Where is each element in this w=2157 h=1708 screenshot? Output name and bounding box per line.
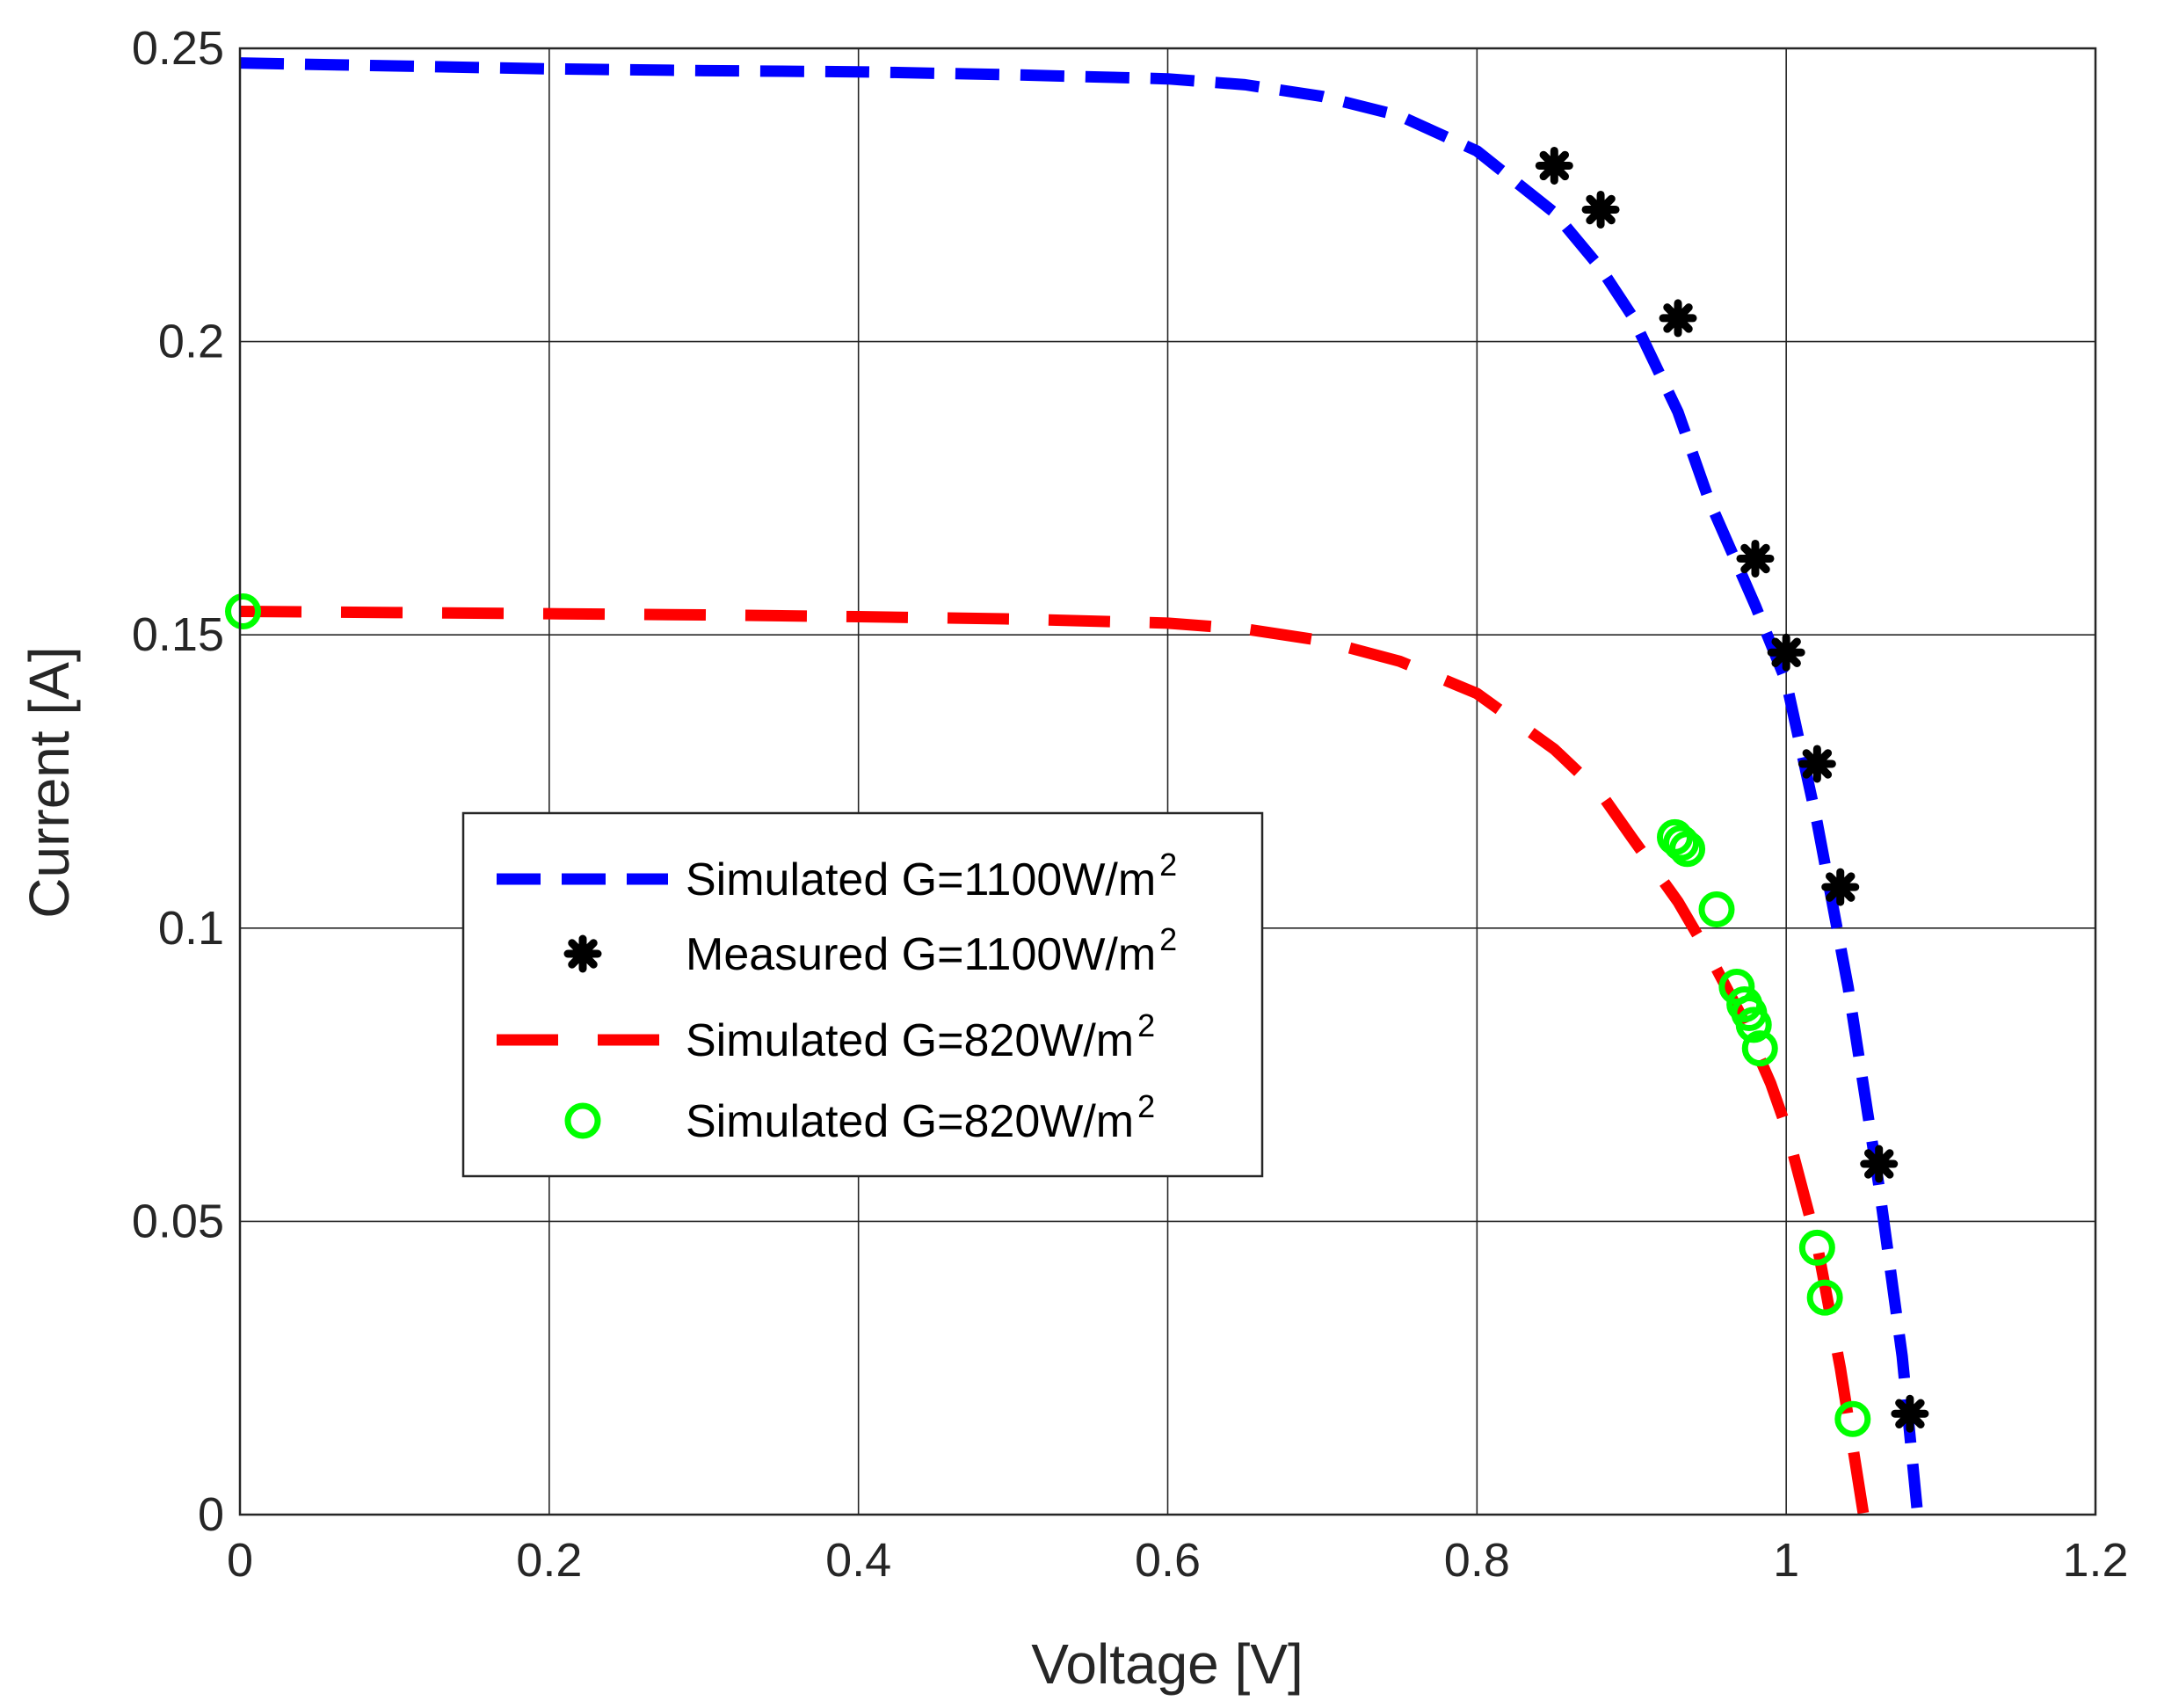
y-tick-label: 0.1 <box>158 902 224 955</box>
legend-label-superscript: 2 <box>1159 847 1177 883</box>
legend-swatch-3 <box>564 1102 601 1139</box>
legend-label-text: Simulated G=1100W/m <box>686 854 1156 905</box>
simulated-point <box>1798 1229 1835 1266</box>
measured-point <box>1767 633 1805 672</box>
legend-label-2: Simulated G=820W/m 2 <box>686 1007 1155 1066</box>
x-tick-label: 1.2 <box>2062 1534 2128 1587</box>
x-tick-label: 0.2 <box>516 1534 582 1587</box>
measured-point <box>1798 745 1836 783</box>
measured-point <box>1535 146 1573 185</box>
simulated-point <box>225 593 262 630</box>
simulated-point <box>1806 1279 1843 1316</box>
simulated-point <box>1698 890 1735 927</box>
simulated-point <box>1735 1007 1772 1043</box>
measured-point <box>1860 1145 1899 1183</box>
legend-swatch-1 <box>563 934 602 973</box>
series-line-2 <box>239 606 1870 1516</box>
y-tick-label: 0.15 <box>132 608 224 661</box>
data-series <box>225 57 1929 1516</box>
axis-ticks: 0 0.2 0.4 0.6 0.8 1 1.2 0 0.05 0.1 0.15 0.2 0.25 <box>132 22 2129 1587</box>
legend-label-0: Simulated G=1100W/m 2 <box>686 847 1177 905</box>
measured-point <box>1736 539 1775 578</box>
y-tick-label: 0.2 <box>158 316 224 368</box>
x-axis-label: Voltage [V] <box>1031 1632 1304 1696</box>
legend-label-superscript: 2 <box>1137 1007 1155 1043</box>
legend-label-3: Simulated G=820W/m 2 <box>686 1088 1155 1147</box>
measured-point <box>1659 299 1697 338</box>
y-tick-label: 0 <box>198 1488 224 1541</box>
x-tick-label: 0 <box>227 1534 253 1587</box>
simulated-point <box>1834 1400 1871 1437</box>
measured-point <box>1581 190 1620 229</box>
simulated-point <box>1663 825 1700 861</box>
x-tick-label: 1 <box>1773 1534 1799 1587</box>
x-tick-label: 0.4 <box>825 1534 891 1587</box>
simulated-point <box>1669 831 1706 868</box>
y-axis-label: Current [A] <box>18 646 81 918</box>
legend-label-superscript: 2 <box>1137 1088 1155 1124</box>
legend-label-text: Measured G=1100W/m <box>686 929 1156 980</box>
y-tick-label: 0.25 <box>132 22 224 75</box>
x-tick-label: 0.8 <box>1444 1534 1510 1587</box>
plot-frame <box>238 47 2097 1516</box>
legend-label-superscript: 2 <box>1159 921 1177 957</box>
simulated-point <box>1741 1030 1778 1067</box>
legend-label-text: Simulated G=820W/m <box>686 1096 1134 1147</box>
legend-label-text: Simulated G=820W/m <box>686 1015 1134 1066</box>
x-tick-label: 0.6 <box>1135 1534 1201 1587</box>
measured-point <box>1891 1394 1929 1433</box>
legend-label-1: Measured G=1100W/m 2 <box>686 921 1177 980</box>
measured-point <box>1821 868 1860 906</box>
y-tick-label: 0.05 <box>132 1195 224 1247</box>
